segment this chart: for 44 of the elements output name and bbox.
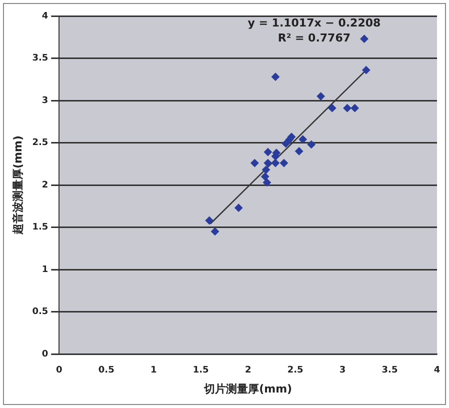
annotation: y = 1.1017x − 0.2208 [248,16,381,30]
x-tick-label: 3 [339,366,346,376]
x-tick-label: 0.5 [98,366,114,376]
y-tick-label: 2 [42,180,48,190]
y-axis-title: 超音波测量厚(mm) [11,136,24,236]
y-tick-label: 3 [42,96,48,106]
point [205,216,214,224]
point [261,172,270,181]
y-tick-label: 3.5 [32,54,48,64]
annotation: R² = 0.7767 [278,31,351,44]
point [280,159,288,168]
point [307,140,316,148]
point [262,166,270,174]
y-tick-label: 2.5 [32,138,48,148]
x-tick-label: 0 [56,366,62,376]
point [298,135,307,144]
point [262,178,271,186]
point [328,104,336,112]
y-tick-label: 1.5 [32,222,48,233]
x-tick-label: 4 [434,366,440,376]
point [271,159,280,168]
point [250,159,259,168]
point [360,34,368,43]
point [362,66,370,74]
x-axis-title: 切片测量厚(mm) [203,382,292,396]
point [211,227,220,236]
x-tick-label: 2 [244,366,252,376]
y-tick-label: 1 [42,264,48,275]
point [295,147,304,156]
x-tick-label: 2.5 [287,366,304,376]
x-tick-label: 1 [150,366,157,376]
y-tick-label: 4 [42,11,48,22]
y-tick-label: 0 [42,349,48,360]
point [264,148,272,156]
point [271,72,280,81]
point [343,104,352,112]
point [234,204,243,212]
x-tick-label: 3.5 [382,366,398,376]
point [316,92,325,100]
point [282,140,290,148]
x-tick-label: 1.5 [192,366,209,376]
y-tick-label: 0.5 [32,307,48,318]
point [350,104,359,112]
point [264,159,272,168]
